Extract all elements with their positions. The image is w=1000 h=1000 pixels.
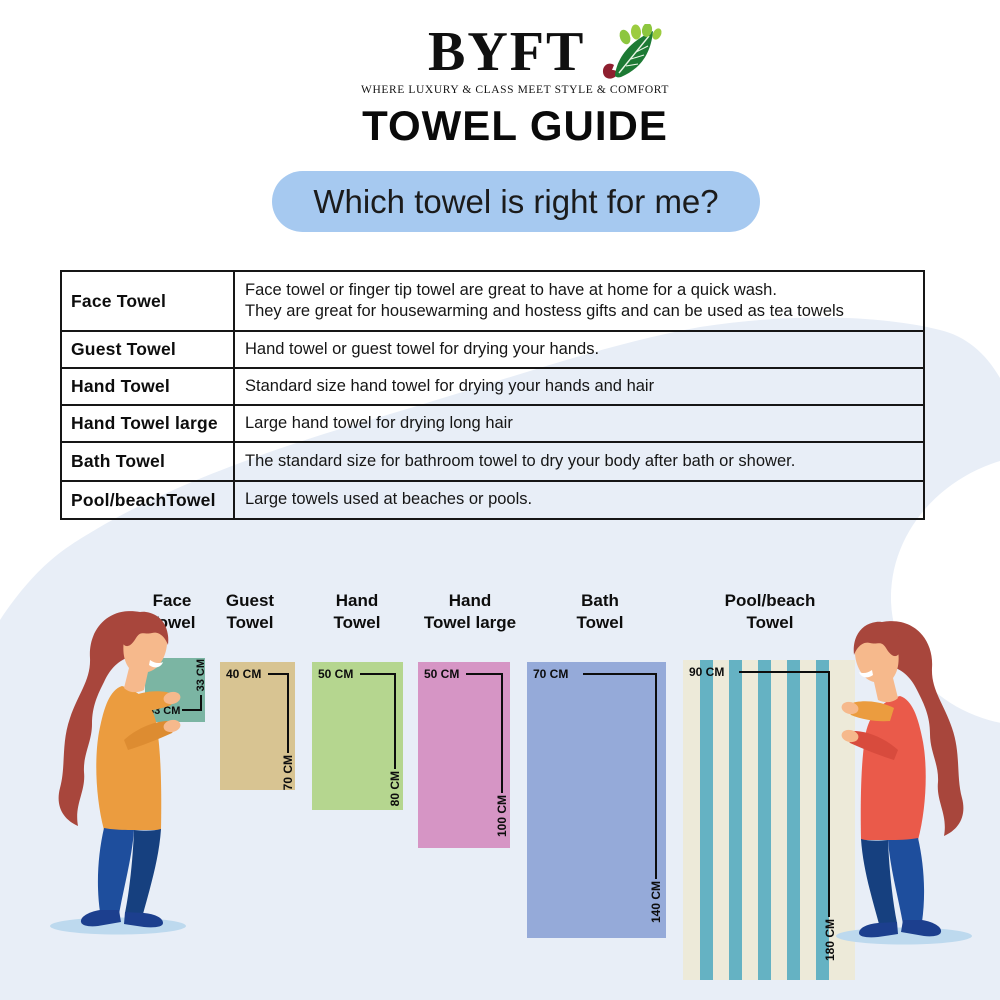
table-term: Pool/beachTowel	[62, 482, 235, 518]
guest-towel-swatch: 40 CM 70 CM	[220, 662, 295, 790]
dimension-line	[394, 673, 396, 769]
table-description: Large hand towel for drying long hair	[245, 413, 513, 432]
table-description: The standard size for bathroom towel to …	[245, 451, 796, 470]
brand-logo: BYFT	[428, 21, 586, 83]
table-row: Pool/beachTowel Large towels used at bea…	[62, 480, 923, 518]
dimension-line	[583, 673, 657, 675]
table-term: Bath Towel	[62, 443, 235, 480]
table-description: Face towel or finger tip towel are great…	[245, 280, 844, 320]
towel-width-label: 50 CM	[318, 667, 354, 681]
table-row: Hand Towel Standard size hand towel for …	[62, 367, 923, 404]
table-description: Large towels used at beaches or pools.	[245, 490, 533, 509]
dimension-line	[501, 673, 503, 793]
bath-towel-swatch: 70 CM 140 CM	[527, 662, 666, 938]
towel-column-label: Pool/beach Towel	[724, 591, 816, 632]
table-term: Hand Towel large	[62, 406, 235, 441]
table-term: Face Towel	[62, 272, 235, 330]
dimension-line	[739, 671, 830, 673]
table-row: Bath Towel The standard size for bathroo…	[62, 441, 923, 480]
towel-height-label: 80 CM	[388, 771, 402, 807]
dimension-line	[360, 673, 396, 675]
towel-column-label: Hand Towel	[333, 591, 381, 632]
dimension-line	[466, 673, 503, 675]
page-title: TOWEL GUIDE	[362, 102, 668, 149]
table-row: Hand Towel large Large hand towel for dr…	[62, 404, 923, 441]
towel-height-label: 140 CM	[649, 881, 663, 924]
towel-width-label: 90 CM	[689, 665, 725, 679]
dimension-line	[268, 673, 289, 675]
woman-illustration-left	[50, 611, 186, 935]
hand-towel-swatch: 50 CM 80 CM	[312, 662, 403, 810]
dimension-line	[182, 709, 202, 711]
towel-column-label: Bath Towel	[576, 591, 624, 632]
dimension-line	[828, 671, 830, 917]
brand-tagline: WHERE LUXURY & CLASS MEET STYLE & COMFOR…	[361, 84, 669, 96]
hand-towel-large-swatch: 50 CM 100 CM	[418, 662, 510, 848]
towel-column-label: Guest Towel	[225, 591, 275, 632]
towel-height-label: 70 CM	[281, 755, 295, 791]
table-row: Face Towel Face towel or finger tip towe…	[62, 272, 923, 330]
dimension-line	[200, 695, 202, 711]
face-towel-swatch: 33 CM 33 CM	[145, 658, 207, 722]
dimension-line	[655, 673, 657, 879]
table-row: Guest Towel Hand towel or guest towel fo…	[62, 330, 923, 367]
towel-width-label: 50 CM	[424, 667, 460, 681]
table-description: Hand towel or guest towel for drying you…	[245, 339, 600, 358]
towel-width-label: 40 CM	[226, 667, 262, 681]
towel-info-table: Face Towel Face towel or finger tip towe…	[60, 270, 925, 520]
question-banner: Which towel is right for me?	[272, 171, 760, 232]
dimension-line	[287, 673, 289, 753]
towel-height-label: 100 CM	[495, 795, 509, 838]
towel-column-label: Hand Towel large	[423, 591, 517, 632]
woman-illustration-right	[836, 621, 972, 945]
table-description: Standard size hand towel for drying your…	[245, 376, 655, 395]
table-term: Guest Towel	[62, 332, 235, 367]
pool-beach-towel-swatch: 90 CM 180 CM	[683, 660, 855, 980]
towel-width-label: 70 CM	[533, 667, 569, 681]
table-term: Hand Towel	[62, 369, 235, 404]
leaf-icon	[602, 24, 662, 79]
